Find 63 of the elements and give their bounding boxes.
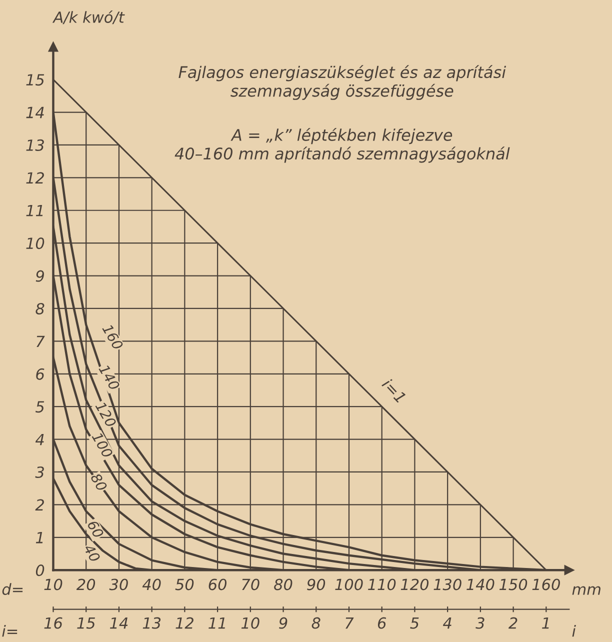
y-tick-label: 5 [35, 401, 44, 413]
x2-tick-label: 12 [176, 617, 194, 629]
x2-tick-label: 16 [44, 617, 62, 629]
x-tick-label: 100 [335, 578, 363, 590]
y-axis-title: A/k kwó/t [52, 10, 125, 24]
x-tick-label: 130 [434, 578, 462, 590]
text: i=1 [382, 377, 406, 403]
x2-tick-label: 13 [142, 617, 161, 629]
text: 140 [98, 364, 120, 391]
text: d= [2, 583, 23, 596]
x-tick-label: 30 [109, 578, 128, 590]
x-tick-label: 60 [208, 578, 226, 590]
x2-tick-label: 1 [542, 617, 549, 629]
x2-tick-label: 15 [77, 617, 95, 629]
x-tick-label: 160 [532, 578, 560, 590]
x2-axis-title: i [572, 625, 576, 637]
x2-tick-label: 7 [346, 617, 354, 629]
x-axis-title: mm [572, 586, 600, 595]
y-tick-label: 15 [26, 74, 44, 86]
y-tick-label: 10 [26, 238, 44, 250]
x2-tick-label: 5 [410, 617, 419, 629]
y-tick-label: 11 [26, 205, 43, 216]
y-tick-label: 12 [26, 172, 44, 184]
y-tick-label: 7 [36, 336, 45, 347]
y-tick-label: 9 [36, 270, 44, 282]
text: 160 [102, 323, 124, 350]
x-tick-label: 70 [242, 578, 260, 590]
x2-tick-label: 9 [279, 617, 288, 629]
y-tick-label: 4 [35, 434, 44, 446]
text: 80 [90, 472, 108, 492]
text: A = „k” léptékben kifejezve 40–160 mm aprítandó szemnagyságoknál [174, 128, 510, 163]
x-tick-label: 10 [44, 578, 62, 590]
x-tick-label: 20 [76, 578, 96, 590]
text: 60 [87, 520, 104, 539]
x2-tick-label: 6 [378, 617, 386, 629]
y-tick-label: 1 [36, 532, 43, 544]
x2-tick-label: 11 [208, 617, 225, 629]
x-tick-label: 80 [274, 578, 292, 590]
x2-tick-label: 8 [312, 617, 320, 629]
y-tick-label: 3 [35, 466, 44, 478]
x-tick-label: 150 [499, 578, 528, 590]
x2-tick-label: 4 [442, 617, 452, 629]
x2-tick-label: 14 [110, 617, 128, 629]
y-tick-label: 8 [36, 302, 44, 315]
x2-tick-label: 3 [476, 617, 484, 629]
y-tick-label: 14 [26, 106, 44, 118]
x-tick-label: 120 [400, 578, 429, 590]
y-tick-label: 2 [35, 499, 44, 510]
x-tick-label: 50 [175, 578, 194, 590]
text: Fajlagos energiaszükséglet és az aprítási szemnagyság összefüggése [178, 65, 506, 100]
x2-tick-label: 10 [241, 617, 260, 629]
text: i= [2, 625, 18, 637]
x-tick-label: 140 [466, 578, 494, 590]
y-tick-label: 0 [36, 564, 44, 576]
y-tick-label: 6 [36, 368, 44, 380]
x-tick-label: 110 [368, 578, 396, 590]
x-tick-label: 40 [142, 578, 161, 590]
x2-tick-label: 2 [508, 617, 518, 629]
x-tick-label: 90 [307, 578, 326, 590]
text: 100 [92, 432, 114, 459]
text: 120 [95, 400, 117, 428]
y-tick-label: 13 [26, 139, 44, 151]
text: 40 [83, 543, 101, 563]
